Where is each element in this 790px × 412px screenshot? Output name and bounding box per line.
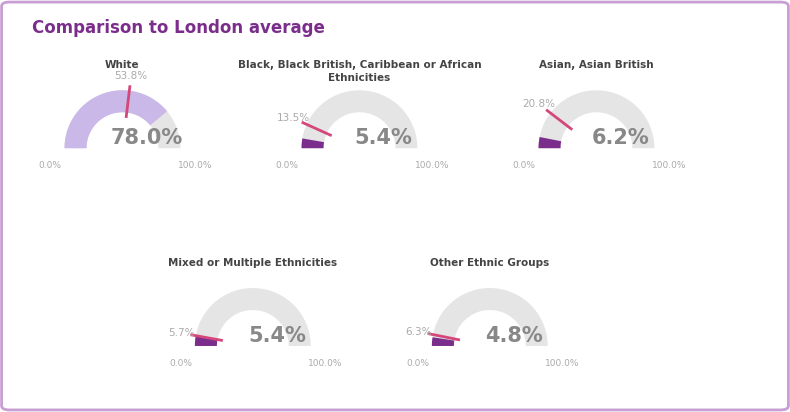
- Polygon shape: [302, 90, 417, 148]
- Polygon shape: [195, 288, 310, 346]
- Text: 0.0%: 0.0%: [39, 161, 62, 170]
- Text: 100.0%: 100.0%: [308, 359, 343, 368]
- Text: 4.8%: 4.8%: [485, 325, 543, 346]
- Text: 0.0%: 0.0%: [406, 359, 429, 368]
- Text: Comparison to London average: Comparison to London average: [32, 19, 325, 37]
- Text: 20.8%: 20.8%: [522, 99, 555, 109]
- Text: 5.4%: 5.4%: [248, 325, 306, 346]
- Text: 53.8%: 53.8%: [115, 71, 148, 81]
- Text: 13.5%: 13.5%: [276, 113, 310, 124]
- Text: Other Ethnic Groups: Other Ethnic Groups: [431, 258, 549, 268]
- Text: 0.0%: 0.0%: [513, 161, 536, 170]
- Text: 0.0%: 0.0%: [276, 161, 299, 170]
- Polygon shape: [432, 288, 547, 346]
- Text: 100.0%: 100.0%: [652, 161, 687, 170]
- Polygon shape: [432, 337, 454, 346]
- Text: Black, Black British, Caribbean or African
Ethnicities: Black, Black British, Caribbean or Afric…: [238, 60, 481, 82]
- Text: 6.3%: 6.3%: [405, 327, 432, 337]
- Text: 5.4%: 5.4%: [355, 128, 412, 148]
- Polygon shape: [539, 137, 561, 148]
- Text: 6.2%: 6.2%: [592, 128, 649, 148]
- Polygon shape: [539, 90, 654, 148]
- Text: 78.0%: 78.0%: [111, 128, 183, 148]
- Text: 0.0%: 0.0%: [169, 359, 192, 368]
- Text: Mixed or Multiple Ethnicities: Mixed or Multiple Ethnicities: [168, 258, 337, 268]
- Polygon shape: [195, 336, 217, 346]
- Text: 100.0%: 100.0%: [545, 359, 580, 368]
- Text: 100.0%: 100.0%: [178, 161, 213, 170]
- Text: 5.7%: 5.7%: [168, 328, 195, 338]
- Text: White: White: [105, 60, 140, 70]
- Polygon shape: [65, 90, 167, 148]
- Polygon shape: [302, 138, 324, 148]
- Text: 100.0%: 100.0%: [415, 161, 450, 170]
- Text: Asian, Asian British: Asian, Asian British: [539, 60, 654, 70]
- Polygon shape: [65, 90, 180, 148]
